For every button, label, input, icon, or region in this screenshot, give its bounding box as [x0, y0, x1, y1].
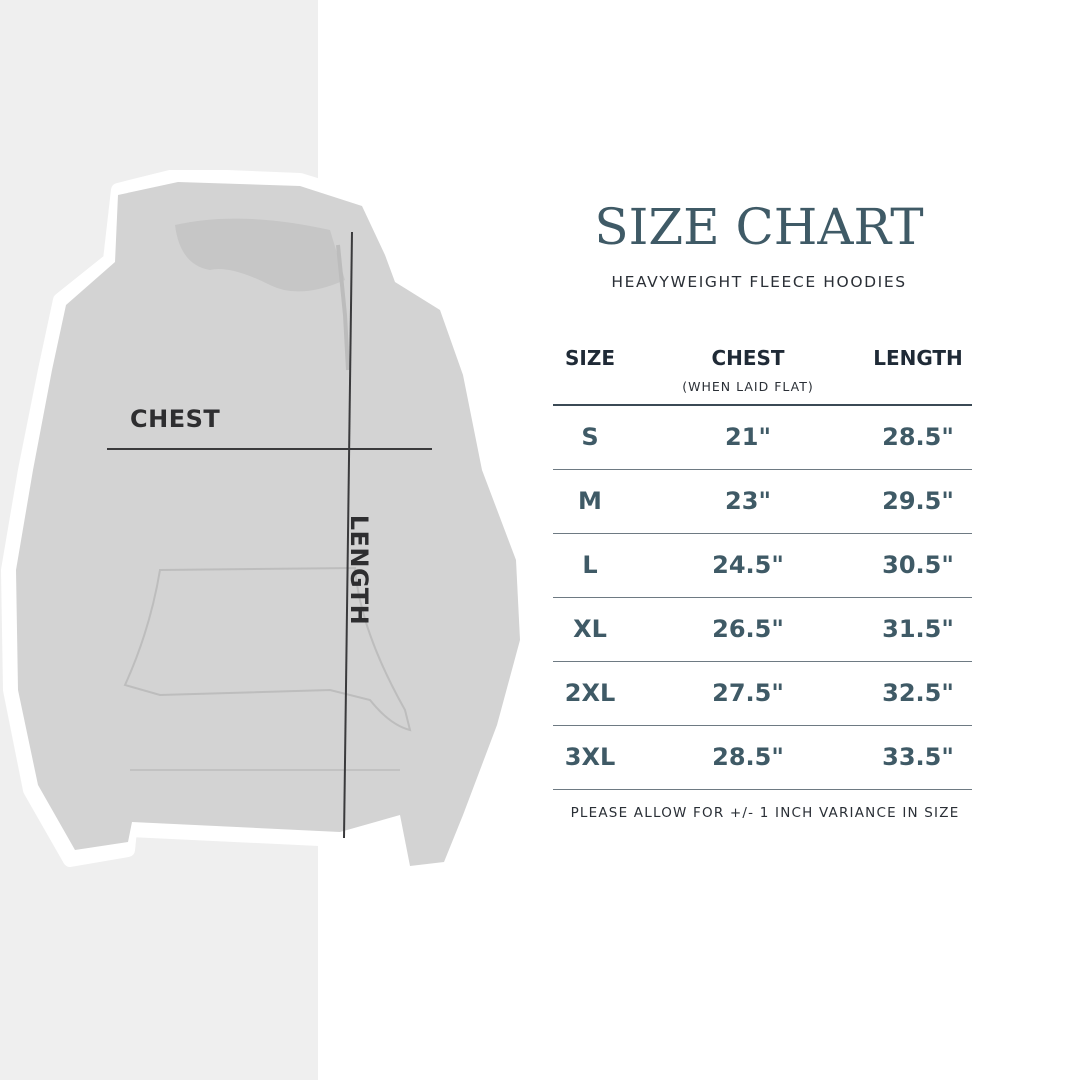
cell-size: 2XL	[564, 679, 616, 707]
cell-chest: 27.5"	[712, 679, 784, 707]
table-row: L 24.5" 30.5"	[553, 534, 972, 598]
hoodie-image	[1, 170, 537, 882]
cell-size: M	[578, 487, 602, 515]
cell-chest: 26.5"	[712, 615, 784, 643]
header-size: SIZE	[564, 346, 615, 370]
cell-chest: 21"	[725, 423, 771, 451]
pocket	[123, 566, 412, 732]
cell-length: 32.5"	[882, 679, 954, 707]
header-length: LENGTH	[873, 346, 963, 370]
cell-size: 3XL	[564, 743, 616, 771]
size-table: SIZE CHEST (WHEN LAID FLAT) LENGTH S 21"…	[553, 340, 972, 790]
table-row: 3XL 28.5" 33.5"	[553, 726, 972, 790]
chest-label: CHEST	[130, 405, 221, 433]
page-subtitle: HEAVYWEIGHT FLEECE HOODIES	[611, 273, 907, 291]
cell-size: XL	[573, 615, 607, 643]
cell-length: 29.5"	[882, 487, 954, 515]
table-row: S 21" 28.5"	[553, 406, 972, 470]
table-row: 2XL 27.5" 32.5"	[553, 662, 972, 726]
table-row: M 23" 29.5"	[553, 470, 972, 534]
cell-length: 30.5"	[882, 551, 954, 579]
hoodie-body	[16, 182, 520, 866]
cell-chest: 24.5"	[712, 551, 784, 579]
table-header: SIZE CHEST (WHEN LAID FLAT) LENGTH	[553, 340, 972, 406]
header-chest: CHEST	[711, 346, 785, 370]
length-label: LENGTH	[345, 514, 373, 626]
cell-chest: 28.5"	[712, 743, 784, 771]
variance-footnote: PLEASE ALLOW FOR +/- 1 INCH VARIANCE IN …	[570, 805, 960, 821]
length-measure-line	[343, 231, 353, 839]
cell-size: S	[581, 423, 599, 451]
cell-length: 28.5"	[882, 423, 954, 451]
page-title: SIZE CHART	[594, 198, 924, 256]
header-chest-note: (WHEN LAID FLAT)	[682, 379, 814, 394]
cell-size: L	[582, 551, 598, 579]
hood-inner	[175, 218, 345, 292]
cell-length: 31.5"	[882, 615, 954, 643]
cell-chest: 23"	[725, 487, 771, 515]
table-row: XL 26.5" 31.5"	[553, 598, 972, 662]
drawstring	[336, 244, 350, 371]
cell-length: 33.5"	[882, 743, 954, 771]
